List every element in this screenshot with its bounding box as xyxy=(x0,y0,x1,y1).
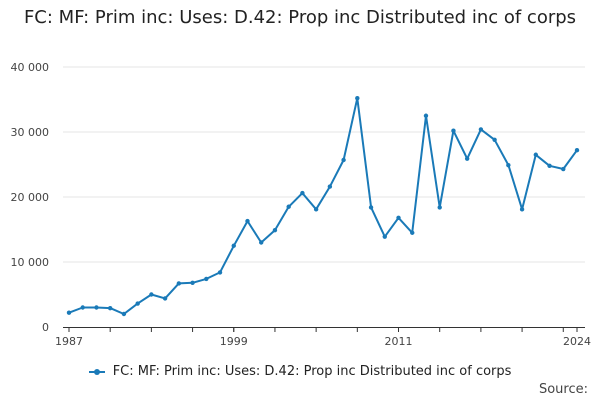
x-axis: 1987 1999 2011 2024 xyxy=(55,327,591,348)
data-point xyxy=(245,218,250,224)
data-point xyxy=(547,163,552,168)
data-point xyxy=(107,305,113,311)
y-tick-label: 40 000 xyxy=(11,61,50,74)
data-point xyxy=(231,243,236,248)
data-point xyxy=(286,204,291,209)
data-point xyxy=(327,184,333,189)
data-point xyxy=(190,280,195,285)
data-point xyxy=(423,113,429,118)
data-point xyxy=(121,311,127,317)
y-tick-label: 0 xyxy=(42,321,49,334)
x-tick-label: 1999 xyxy=(220,335,248,348)
data-point xyxy=(410,230,415,235)
data-point xyxy=(341,157,346,163)
data-point xyxy=(464,156,470,161)
y-tick-label: 20 000 xyxy=(11,191,50,204)
data-point xyxy=(533,152,539,157)
data-point xyxy=(506,162,511,168)
x-tick-label: 1987 xyxy=(55,335,83,348)
data-point xyxy=(176,281,182,286)
legend-label: FC: MF: Prim inc: Uses: D.42: Prop inc D… xyxy=(112,364,512,379)
x-tick-label: 2024 xyxy=(563,335,591,348)
data-point xyxy=(300,190,305,196)
data-point xyxy=(355,96,360,101)
data-point xyxy=(80,305,85,310)
data-point xyxy=(149,292,154,297)
data-point xyxy=(135,301,140,306)
data-point xyxy=(574,148,580,153)
data-point xyxy=(259,240,264,245)
data-point xyxy=(519,207,525,212)
data-point xyxy=(382,234,387,239)
data-point xyxy=(66,310,72,315)
legend[interactable]: FC: MF: Prim inc: Uses: D.42: Prop inc D… xyxy=(0,364,600,379)
chart-title: FC: MF: Prim inc: Uses: D.42: Prop inc D… xyxy=(23,7,577,28)
data-point xyxy=(451,128,456,133)
data-point xyxy=(368,205,374,210)
legend-marker xyxy=(88,367,105,377)
data-point xyxy=(204,276,209,282)
data-point xyxy=(437,205,442,210)
source-label: Source: xyxy=(538,382,588,397)
data-point xyxy=(94,305,99,310)
y-tick-label: 10 000 xyxy=(11,256,50,269)
data-point xyxy=(492,137,497,142)
series-line xyxy=(68,97,578,315)
data-point xyxy=(561,166,566,172)
data-point xyxy=(396,215,401,220)
data-point xyxy=(313,207,319,212)
x-tick-label: 2011 xyxy=(385,335,413,348)
data-point xyxy=(217,270,223,275)
data-point xyxy=(478,127,484,132)
data-point xyxy=(272,227,278,233)
y-axis-labels: 0 10 000 20 000 30 000 40 000 xyxy=(11,61,50,334)
y-tick-label: 30 000 xyxy=(11,126,50,139)
series-layer xyxy=(66,96,580,317)
data-point xyxy=(162,296,168,301)
